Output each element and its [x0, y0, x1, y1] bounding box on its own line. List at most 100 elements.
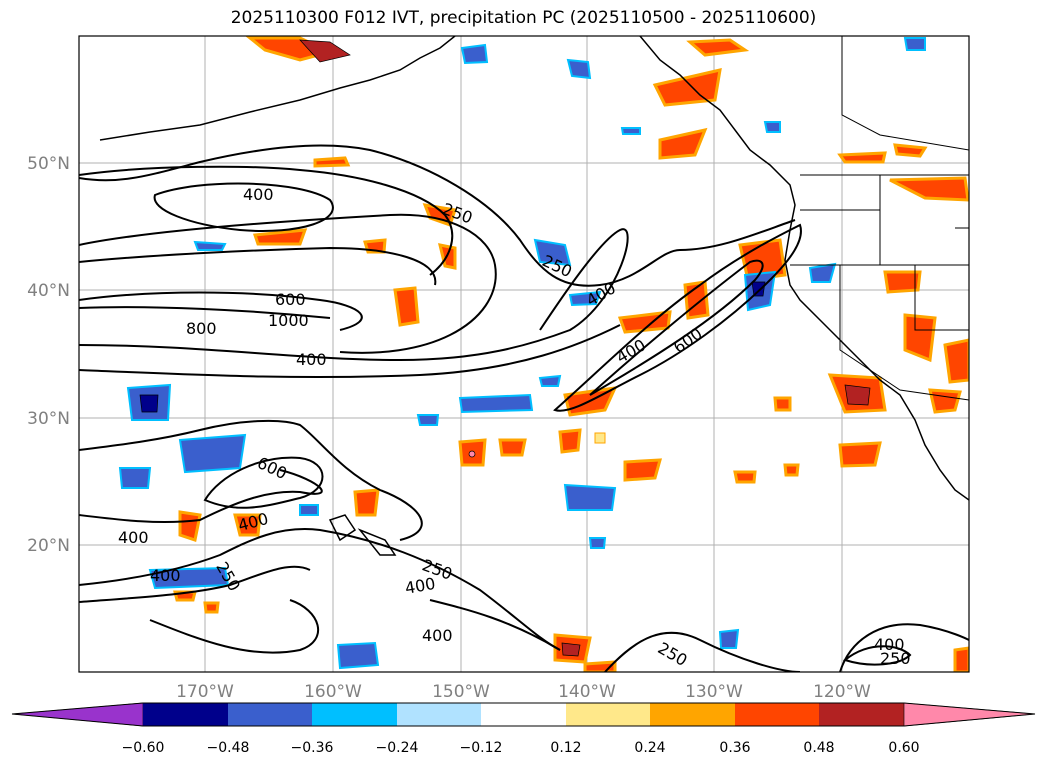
colorbar-segment — [143, 703, 228, 726]
colorbar-segment — [650, 703, 735, 726]
contour-label: 250 — [655, 638, 691, 670]
colorbar-extend-left — [11, 702, 144, 727]
precip-blob — [751, 281, 766, 297]
lat-label-40n: 40°N — [27, 281, 70, 301]
precip-blob — [733, 470, 757, 484]
precip-blob — [844, 384, 871, 406]
colorbar-tick: −0.60 — [122, 740, 165, 756]
map-frame — [78, 35, 970, 673]
precip-blob — [460, 43, 489, 65]
precip-blob — [416, 414, 440, 426]
contour-label: 1000 — [268, 311, 309, 330]
colorbar-segment — [481, 703, 566, 726]
precip-blob — [883, 270, 922, 294]
colorbar-segment — [312, 703, 397, 726]
precip-blob — [620, 127, 641, 135]
precip-blob — [893, 143, 928, 158]
precip-blob — [533, 238, 572, 267]
map-area: 400 250 250 600 1000 800 400 400 400 600… — [79, 36, 969, 672]
precip-blob — [588, 537, 607, 549]
lon-label-150w: 150°W — [432, 682, 490, 702]
precip-blob — [889, 176, 969, 202]
precip-blob — [252, 228, 308, 246]
precip-blob — [838, 441, 882, 468]
precip-blob — [563, 483, 617, 511]
colorbar-ticks: −0.60 −0.48 −0.36 −0.24 −0.12 0.12 0.24 … — [122, 740, 920, 756]
precip-blob — [299, 504, 319, 516]
lat-labels: 50°N 40°N 30°N 20°N — [27, 154, 70, 556]
precip-blob — [118, 467, 152, 489]
precip-blob — [623, 458, 663, 482]
precip-blob — [178, 433, 247, 474]
precip-positive — [173, 36, 969, 672]
precip-blob — [658, 127, 708, 160]
precip-blob — [299, 39, 351, 63]
precip-blob — [203, 601, 220, 614]
precip-blob — [763, 121, 781, 133]
lat-label-20n: 20°N — [27, 536, 70, 556]
precip-blob — [594, 432, 606, 444]
colorbar-tick: 0.60 — [888, 740, 919, 756]
precip-blob — [903, 37, 926, 51]
colorbar-extend-right — [903, 702, 1036, 727]
precip-blob — [773, 396, 792, 412]
colorbar-tick: −0.48 — [207, 740, 250, 756]
colorbar-tick: 0.24 — [634, 740, 665, 756]
colorbar-tick: 0.12 — [550, 740, 581, 756]
precip-blob — [566, 58, 592, 80]
colorbar-tick: −0.24 — [376, 740, 419, 756]
contour-label: 400 — [422, 626, 453, 645]
contour-label: 400 — [118, 528, 149, 547]
precip-blob — [458, 393, 534, 414]
contour-label: 600 — [275, 290, 306, 309]
precip-blob — [783, 463, 800, 477]
precip-blob — [903, 313, 937, 363]
contour-label: 400 — [236, 509, 270, 535]
precip-blob — [561, 642, 581, 657]
colorbar-segment — [228, 703, 312, 726]
lon-label-130w: 130°W — [685, 682, 743, 702]
gridlines — [79, 36, 969, 672]
precip-blob — [233, 513, 262, 537]
contour-label: 250 — [539, 251, 575, 281]
precip-dot — [468, 450, 476, 458]
colorbar: −0.60 −0.48 −0.36 −0.24 −0.12 0.12 0.24 … — [11, 702, 1036, 756]
colorbar-segment — [566, 703, 650, 726]
precip-blob — [313, 156, 351, 168]
precip-blob — [943, 338, 969, 384]
contour-label: 400 — [243, 185, 274, 204]
precip-blob — [193, 240, 227, 251]
contour-label: 800 — [186, 319, 217, 338]
contour-label: 400 — [404, 574, 437, 598]
precip-blob — [568, 290, 602, 307]
lon-label-140w: 140°W — [558, 682, 616, 702]
colorbar-tick: 0.36 — [719, 740, 750, 756]
contour-label: 600 — [670, 324, 706, 357]
contour-label: 400 — [296, 350, 327, 369]
colorbar-segment — [397, 703, 481, 726]
colorbar-tick: −0.12 — [460, 740, 503, 756]
precip-blob — [928, 388, 962, 414]
contour-label: 400 — [150, 566, 181, 585]
precip-blob — [538, 374, 562, 387]
lon-labels: 170°W 160°W 150°W 140°W 130°W 120°W — [176, 682, 871, 702]
precip-blob — [178, 510, 202, 542]
precip-blob — [336, 641, 380, 670]
lat-label-30n: 30°N — [27, 409, 70, 429]
coastline — [99, 36, 969, 556]
colorbar-segment — [735, 703, 819, 726]
lon-label-170w: 170°W — [176, 682, 234, 702]
ivt-contours — [79, 144, 969, 672]
map-title: 2025110300 F012 IVT, precipitation PC (2… — [230, 8, 817, 28]
contour-label: 400 — [874, 635, 905, 654]
precip-blob — [558, 428, 582, 454]
precip-blob — [498, 438, 527, 457]
precip-blob — [837, 151, 887, 164]
precip-blob — [718, 628, 740, 649]
colorbar-tick: 0.48 — [803, 740, 834, 756]
lon-label-120w: 120°W — [813, 682, 871, 702]
colorbar-tick: −0.36 — [291, 740, 334, 756]
contour-label: 250 — [880, 649, 911, 668]
precip-blob — [953, 646, 969, 672]
